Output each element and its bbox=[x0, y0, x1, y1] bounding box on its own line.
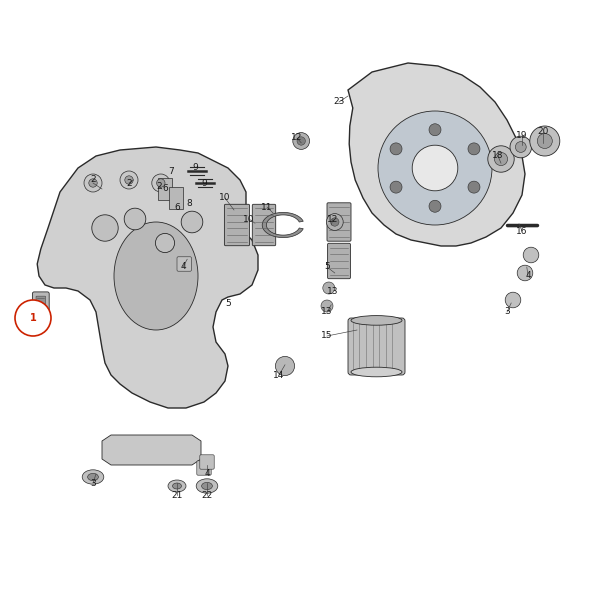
Text: 2: 2 bbox=[90, 175, 96, 185]
Circle shape bbox=[84, 174, 102, 192]
Text: 12: 12 bbox=[292, 133, 302, 142]
FancyBboxPatch shape bbox=[328, 243, 350, 278]
Circle shape bbox=[293, 133, 310, 149]
Circle shape bbox=[390, 143, 402, 155]
Circle shape bbox=[323, 282, 335, 294]
Circle shape bbox=[331, 218, 339, 226]
Ellipse shape bbox=[351, 316, 402, 325]
Text: 15: 15 bbox=[321, 331, 333, 340]
Circle shape bbox=[275, 356, 295, 376]
Circle shape bbox=[517, 265, 533, 281]
Circle shape bbox=[92, 215, 118, 241]
Circle shape bbox=[152, 174, 170, 192]
FancyBboxPatch shape bbox=[32, 292, 49, 323]
Text: 11: 11 bbox=[261, 202, 273, 211]
FancyBboxPatch shape bbox=[224, 204, 250, 246]
Text: 2: 2 bbox=[126, 179, 132, 187]
Circle shape bbox=[468, 143, 480, 155]
Polygon shape bbox=[102, 435, 201, 465]
Text: 10: 10 bbox=[243, 214, 255, 223]
Text: 4: 4 bbox=[180, 262, 186, 271]
Circle shape bbox=[494, 152, 508, 166]
Circle shape bbox=[515, 142, 526, 152]
Ellipse shape bbox=[88, 473, 98, 481]
Ellipse shape bbox=[173, 483, 182, 489]
Bar bbox=[169, 187, 183, 209]
Circle shape bbox=[155, 233, 175, 253]
Text: 12: 12 bbox=[328, 214, 338, 223]
FancyBboxPatch shape bbox=[348, 318, 405, 375]
Circle shape bbox=[378, 111, 492, 225]
FancyBboxPatch shape bbox=[36, 296, 46, 318]
Text: 19: 19 bbox=[516, 130, 528, 139]
Text: 16: 16 bbox=[516, 226, 528, 235]
Circle shape bbox=[125, 176, 133, 184]
Text: 3: 3 bbox=[504, 307, 510, 317]
Text: 4: 4 bbox=[204, 469, 210, 479]
Text: 20: 20 bbox=[538, 127, 548, 136]
FancyBboxPatch shape bbox=[197, 461, 211, 475]
FancyBboxPatch shape bbox=[327, 203, 351, 241]
Text: 8: 8 bbox=[186, 199, 192, 208]
Circle shape bbox=[530, 126, 560, 156]
Text: 7: 7 bbox=[168, 166, 174, 175]
Circle shape bbox=[468, 181, 480, 193]
Text: 18: 18 bbox=[492, 151, 504, 160]
FancyBboxPatch shape bbox=[200, 455, 214, 469]
Text: 10: 10 bbox=[219, 193, 231, 202]
Ellipse shape bbox=[351, 367, 402, 377]
Text: 21: 21 bbox=[172, 491, 182, 499]
Circle shape bbox=[412, 145, 458, 191]
Text: 23: 23 bbox=[334, 97, 344, 107]
Text: 13: 13 bbox=[327, 286, 339, 295]
Circle shape bbox=[321, 300, 333, 312]
Circle shape bbox=[505, 292, 521, 308]
Polygon shape bbox=[348, 63, 525, 246]
Ellipse shape bbox=[82, 470, 104, 484]
Circle shape bbox=[390, 181, 402, 193]
Circle shape bbox=[181, 211, 203, 233]
Circle shape bbox=[488, 146, 514, 172]
Circle shape bbox=[429, 200, 441, 212]
Circle shape bbox=[538, 133, 553, 148]
Ellipse shape bbox=[168, 480, 186, 492]
Circle shape bbox=[89, 179, 97, 187]
Circle shape bbox=[523, 247, 539, 263]
Circle shape bbox=[326, 214, 343, 230]
Circle shape bbox=[157, 179, 165, 187]
Text: 6: 6 bbox=[162, 184, 168, 193]
Bar bbox=[158, 178, 172, 200]
Circle shape bbox=[15, 300, 51, 336]
Text: 14: 14 bbox=[274, 370, 284, 379]
Ellipse shape bbox=[114, 222, 198, 330]
Text: 5: 5 bbox=[324, 262, 330, 271]
Text: 6: 6 bbox=[174, 202, 180, 211]
Text: 9: 9 bbox=[201, 179, 207, 187]
Text: 5: 5 bbox=[225, 298, 231, 307]
Text: 3: 3 bbox=[90, 479, 96, 487]
FancyBboxPatch shape bbox=[177, 257, 191, 271]
Circle shape bbox=[297, 137, 305, 145]
Text: 13: 13 bbox=[321, 307, 333, 317]
Circle shape bbox=[120, 171, 138, 189]
Ellipse shape bbox=[196, 479, 218, 493]
FancyBboxPatch shape bbox=[252, 204, 276, 246]
Text: 1: 1 bbox=[29, 313, 37, 323]
Text: 22: 22 bbox=[202, 491, 212, 499]
Ellipse shape bbox=[202, 482, 212, 490]
Text: 2: 2 bbox=[156, 182, 162, 191]
Text: 9: 9 bbox=[192, 163, 198, 173]
Polygon shape bbox=[262, 212, 303, 238]
Circle shape bbox=[124, 208, 146, 230]
Text: 4: 4 bbox=[525, 271, 531, 280]
Polygon shape bbox=[37, 147, 258, 408]
Circle shape bbox=[429, 124, 441, 136]
Circle shape bbox=[510, 136, 532, 158]
